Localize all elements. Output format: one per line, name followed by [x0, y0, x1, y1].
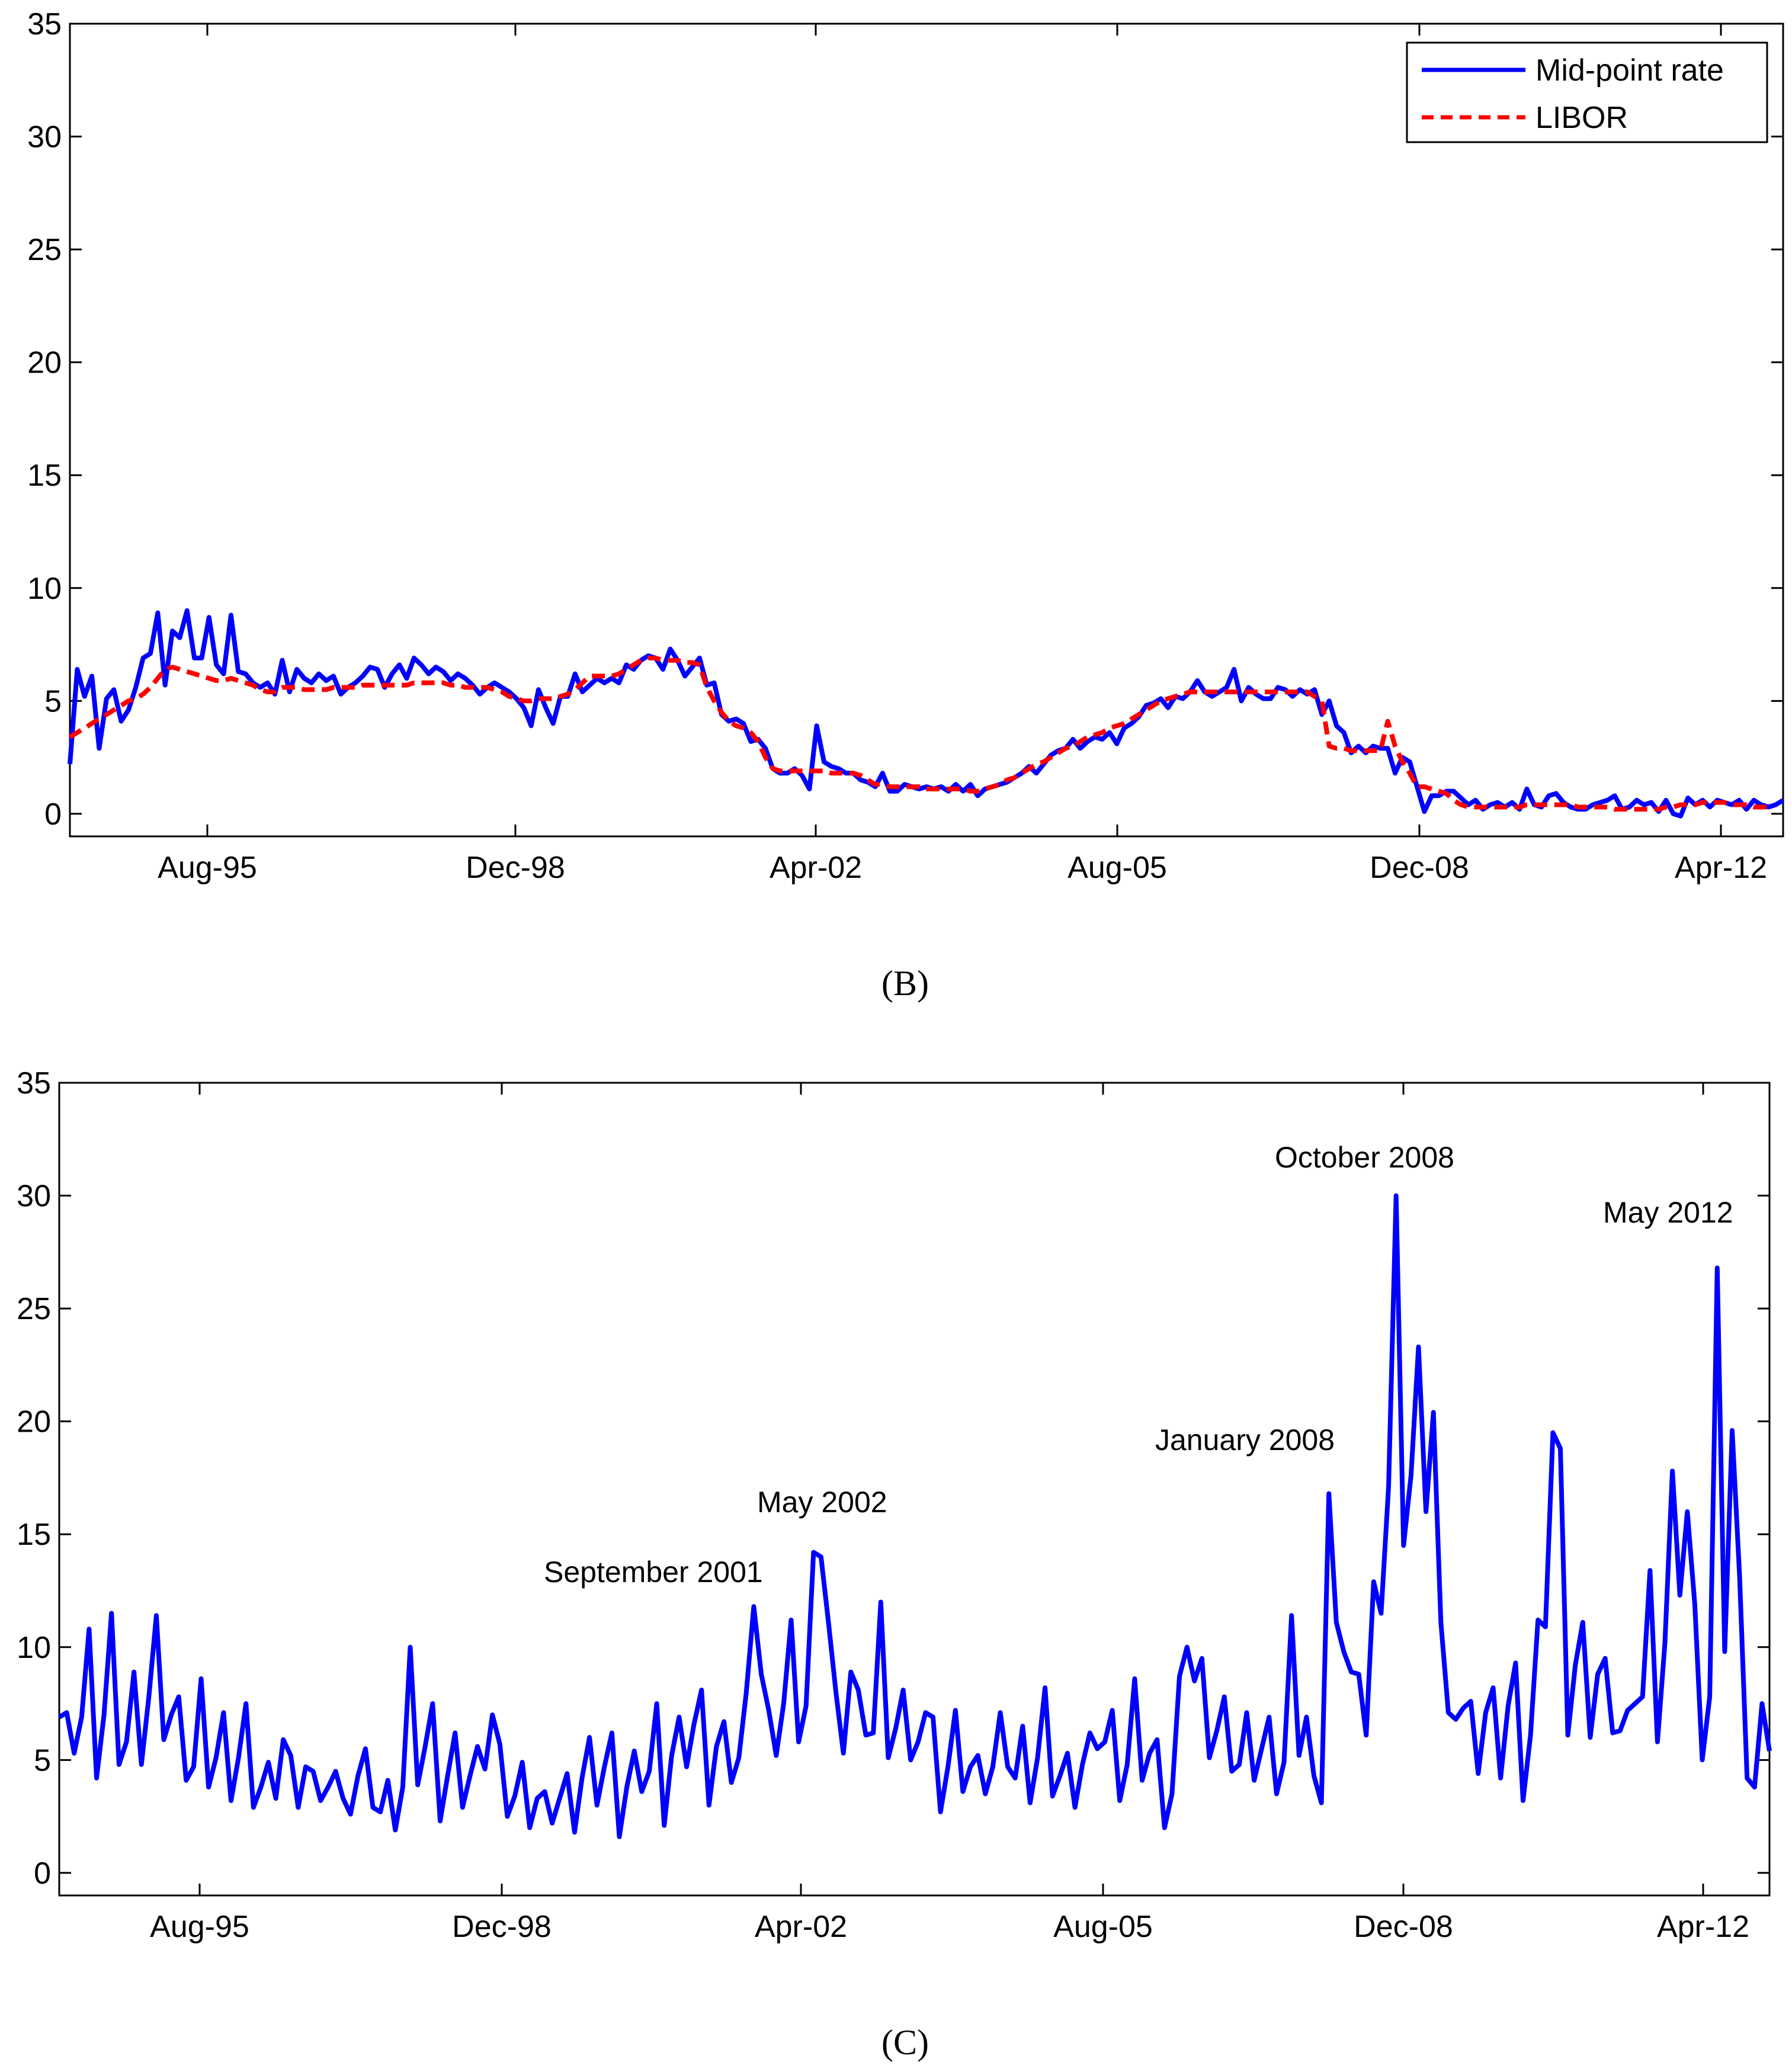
series-line-rate-0: [57, 1193, 1772, 1839]
y-tick-label: 5: [34, 1743, 51, 1778]
x-tick-label: Aug-05: [1067, 851, 1167, 885]
panel-c-caption: (C): [881, 2023, 929, 2062]
y-tick-label: 30: [27, 120, 62, 155]
y-tick-label: 15: [17, 1518, 51, 1552]
y-tick-label: 0: [34, 1856, 51, 1891]
y-tick-label: 20: [27, 346, 62, 380]
y-tick-label: 10: [17, 1631, 51, 1665]
annotation-october-2008: October 2008: [1275, 1141, 1454, 1174]
y-tick-label: 5: [44, 684, 62, 718]
panel-b-caption: (B): [881, 964, 929, 1003]
legend-label-mid-point-rate: Mid-point rate: [1535, 53, 1724, 88]
x-tick-label: Apr-02: [755, 1910, 847, 1944]
x-tick-label: Aug-05: [1053, 1910, 1153, 1944]
panel-b-series: [68, 608, 1785, 819]
series-line-libor: [68, 655, 1769, 812]
y-tick-label: 35: [17, 1066, 51, 1101]
panel-c-x-axis: Aug-95 Dec-98 Apr-02 Aug-05 Dec-08 Apr-12: [150, 1083, 1749, 1944]
x-tick-label: Aug-95: [150, 1910, 249, 1944]
y-tick-label: 35: [27, 7, 62, 41]
annotation-january-2008: January 2008: [1155, 1423, 1335, 1457]
legend-label-libor: LIBOR: [1535, 101, 1628, 135]
x-tick-label: Dec-98: [452, 1910, 552, 1944]
x-tick-label: Aug-95: [158, 851, 257, 885]
panel-c-chart: 0 5 10 15 20 25 30 35 Aug-95 Dec-98 Apr-02 Aug-05 D…: [17, 1066, 1772, 1944]
y-tick-label: 20: [17, 1405, 51, 1439]
panel-b-x-axis: Aug-95 Dec-98 Apr-02 Aug-05 Dec-08 Apr-12: [158, 24, 1767, 885]
panel-b-chart: 0 5 10 15 20 25 30 35 Aug-95 Dec-98 Apr-02 Aug-05 D…: [27, 7, 1785, 885]
panel-c-y-axis: 0 5 10 15 20 25 30 35: [17, 1066, 1769, 1891]
annotation-may-2002: May 2002: [757, 1486, 887, 1519]
x-tick-label: Dec-08: [1354, 1910, 1453, 1944]
x-tick-label: Apr-12: [1657, 1910, 1749, 1944]
y-tick-label: 25: [27, 233, 62, 267]
y-tick-label: 30: [17, 1179, 51, 1214]
legend-box: [1406, 41, 1768, 143]
panel-c-series: [57, 1193, 1772, 1839]
y-tick-label: 15: [27, 458, 62, 493]
annotation-may-2012: May 2012: [1603, 1196, 1733, 1229]
panel-b-axes: [69, 23, 1784, 838]
x-tick-label: Apr-02: [770, 851, 862, 885]
y-tick-label: 25: [17, 1292, 51, 1326]
legend: Mid-point rate LIBOR: [1406, 41, 1768, 143]
panel-b-y-axis: 0 5 10 15 20 25 30 35: [27, 7, 1783, 832]
x-tick-label: Dec-08: [1370, 851, 1469, 885]
y-tick-label: 10: [27, 572, 62, 606]
x-tick-label: Apr-12: [1675, 851, 1767, 885]
series-line-mid-point-rate: [68, 608, 1785, 819]
annotation-september-2001: September 2001: [544, 1555, 763, 1589]
x-tick-label: Dec-98: [466, 851, 565, 885]
panel-c-axes: [58, 1082, 1771, 1897]
y-tick-label: 0: [44, 797, 62, 832]
